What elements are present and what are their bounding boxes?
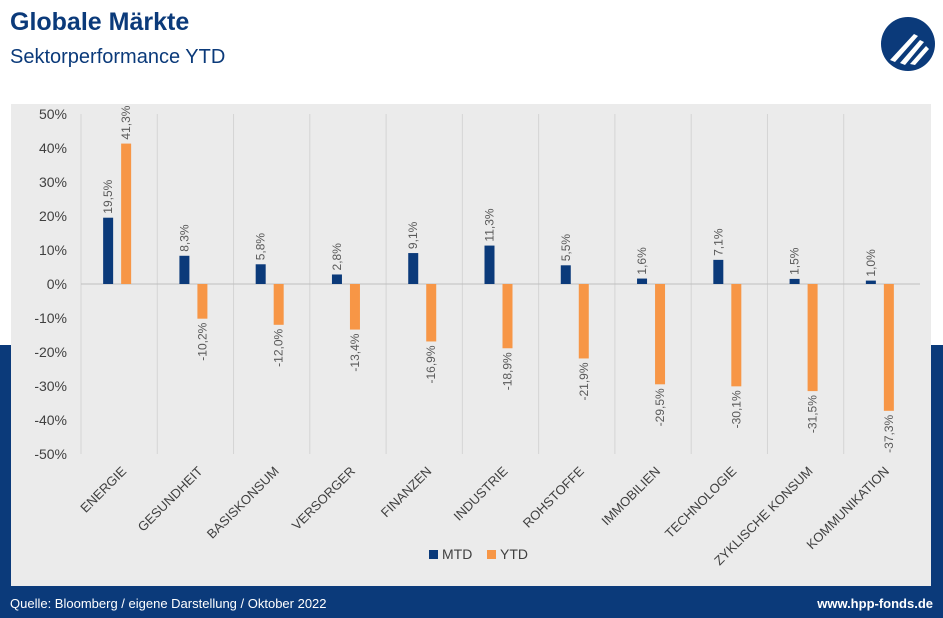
- y-tick-label: -10%: [34, 310, 67, 326]
- mtd-data-label: 8,3%: [177, 224, 191, 252]
- mtd-data-label: 2,8%: [330, 243, 344, 271]
- mtd-bar: [179, 255, 190, 284]
- x-category-label: ROHSTOFFE: [520, 463, 587, 530]
- ytd-bar: [883, 284, 894, 411]
- mtd-data-label: 5,8%: [254, 233, 268, 261]
- source-note: Quelle: Bloomberg / eigene Darstellung /…: [10, 596, 327, 611]
- y-tick-label: -40%: [34, 412, 67, 428]
- mtd-data-label: 1,0%: [864, 249, 878, 277]
- chart-panel: 50% 40% 30% 20% 10% 0% -10% -20% -30% -40% -50% 19,…: [11, 104, 931, 586]
- x-category-label: GESUNDHEIT: [135, 463, 206, 534]
- mtd-data-label: 7,1%: [711, 228, 725, 256]
- x-category-label: IMMOBILIEN: [598, 464, 663, 529]
- ytd-data-label: -16,9%: [424, 345, 438, 383]
- x-category-label: KOMMUNIKATION: [803, 464, 892, 553]
- y-tick-label: 0%: [47, 276, 67, 292]
- legend-mtd-label: MTD: [442, 546, 472, 562]
- ytd-bar: [655, 284, 666, 385]
- ytd-bar: [807, 284, 818, 392]
- ytd-data-label: -12,0%: [272, 328, 286, 366]
- mtd-bar: [713, 259, 724, 284]
- page-title: Globale Märkte: [10, 8, 190, 36]
- mtd-data-label: 19,5%: [101, 179, 115, 213]
- ytd-bar: [273, 284, 284, 325]
- ytd-bar: [578, 284, 589, 359]
- legend-ytd-label: YTD: [500, 546, 528, 562]
- mtd-bar: [103, 217, 114, 284]
- ytd-data-label: -13,4%: [348, 333, 362, 371]
- y-tick-label: 10%: [39, 242, 67, 258]
- ytd-data-label: -29,5%: [653, 388, 667, 426]
- x-category-label: ENERGIE: [77, 463, 129, 515]
- y-tick-label: 30%: [39, 174, 67, 190]
- ytd-bar: [731, 284, 742, 387]
- ytd-bar: [426, 284, 437, 342]
- ytd-bar: [121, 143, 132, 284]
- website-link[interactable]: www.hpp-fonds.de: [817, 596, 933, 611]
- hpp-logo-icon: [881, 17, 935, 71]
- y-tick-label: 40%: [39, 140, 67, 156]
- ytd-data-label: -21,9%: [577, 362, 591, 400]
- sector-performance-chart: 50% 40% 30% 20% 10% 0% -10% -20% -30% -40% -50% 19,…: [34, 105, 920, 568]
- mtd-data-label: 11,3%: [483, 208, 497, 241]
- legend-ytd-swatch: [487, 550, 496, 559]
- ytd-data-label: -10,2%: [195, 322, 209, 360]
- y-tick-label: 20%: [39, 208, 67, 224]
- mtd-bar: [331, 274, 342, 284]
- page-subtitle: Sektorperformance YTD: [10, 46, 226, 68]
- x-category-label: INDUSTRIE: [450, 463, 510, 523]
- mtd-bar: [865, 280, 876, 284]
- ytd-data-label: -37,3%: [882, 414, 896, 452]
- y-tick-label: -20%: [34, 344, 67, 360]
- mtd-bar: [255, 264, 266, 284]
- ytd-data-label: -31,5%: [806, 395, 820, 433]
- mtd-bar: [560, 265, 571, 284]
- x-category-label: TECHNOLOGIE: [662, 463, 740, 541]
- ytd-bar: [349, 284, 360, 330]
- ytd-data-label: -18,9%: [501, 352, 515, 390]
- x-category-label: FINANZEN: [378, 464, 435, 521]
- ytd-data-label: 41,3%: [119, 105, 133, 139]
- y-tick-label: -50%: [34, 446, 67, 462]
- legend-mtd-swatch: [429, 550, 438, 559]
- ytd-bar: [502, 284, 513, 349]
- ytd-bar: [197, 284, 208, 319]
- x-category-label: BASISKONSUM: [204, 464, 282, 542]
- ytd-data-label: -30,1%: [729, 390, 743, 428]
- mtd-bar: [484, 245, 495, 284]
- mtd-data-label: 5,5%: [559, 234, 573, 262]
- mtd-data-label: 1,5%: [788, 247, 802, 275]
- mtd-data-label: 1,6%: [635, 247, 649, 275]
- mtd-bar: [408, 253, 419, 284]
- mtd-bar: [637, 278, 648, 284]
- mtd-bar: [789, 278, 800, 284]
- mtd-data-label: 9,1%: [406, 221, 420, 249]
- y-tick-label: 50%: [39, 106, 67, 122]
- y-tick-label: -30%: [34, 378, 67, 394]
- x-category-label: VERSORGER: [289, 464, 358, 533]
